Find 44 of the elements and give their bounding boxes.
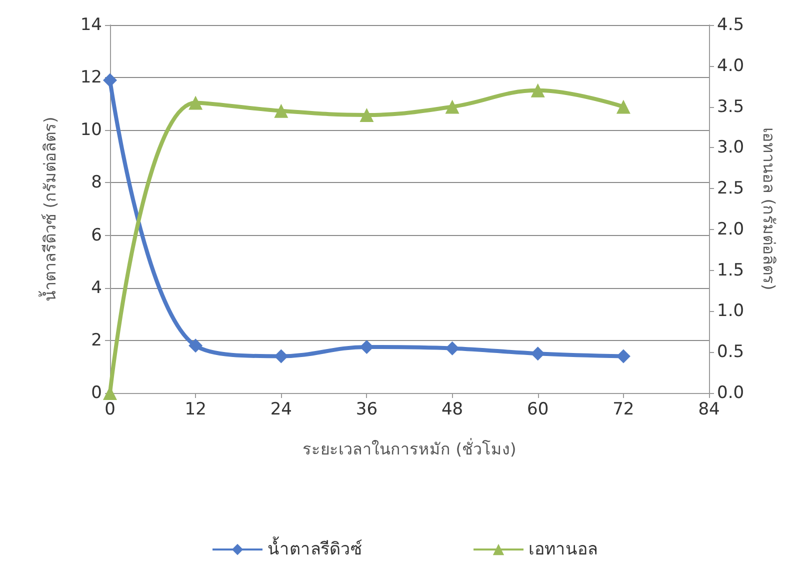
point [616,100,630,114]
y-axis-title: น้ำตาลรีดิวซ์ (กรัมต่อลิตร) [38,116,60,302]
point [530,83,545,98]
y-tick-label: 8 [91,172,102,193]
y2-tick-label: 0.0 [717,383,744,403]
y2-axis-title: เอทานอล (กรัมต่อลิตร) [760,128,778,290]
x-tick-label: 84 [698,400,720,420]
point [360,340,374,354]
x-tick-label: 24 [270,400,292,420]
y-tick-label: 4 [91,278,102,298]
x-tick-label: 60 [527,400,549,420]
y2-tick-label: 2.0 [717,219,744,240]
y-tick-label: 0 [91,383,102,403]
point [274,349,288,364]
y2-tick-label: 3.5 [717,96,744,117]
point [360,108,374,122]
x-tick-label: 12 [184,400,206,420]
point [188,338,203,353]
y-tick-label: 6 [91,225,102,246]
y2-tick-label: 4.5 [717,15,744,35]
y-tick-label: 10 [80,120,102,140]
y-tick-label: 14 [80,15,102,35]
y2-tick-label: 3.0 [717,138,744,158]
point [616,349,630,364]
legend-label: เอทานอล [528,540,598,560]
y-tick-label: 12 [80,68,102,88]
x-axis-title: ระยะเวลาในการหมัก (ชั่วโมง) [302,438,516,458]
point [445,341,460,356]
y2-tick-label: 1.0 [717,301,744,322]
y2-tick-label: 0.5 [717,342,744,362]
x-tick-label: 36 [356,400,378,420]
x-tick-label: 72 [612,400,634,420]
y2-tick-label: 1.5 [717,260,744,280]
point [188,96,203,110]
point [103,73,117,88]
y2-tick-label: 2.5 [717,178,744,199]
point [274,104,288,118]
y2-tick-label: 4.0 [717,56,744,76]
point [530,346,545,361]
x-tick-label: 0 [104,400,116,420]
legend-label: น้ำตาลรีดิวซ์ [268,536,362,560]
y-tick-label: 2 [91,330,102,350]
point [445,100,460,114]
x-tick-label: 48 [441,400,464,420]
